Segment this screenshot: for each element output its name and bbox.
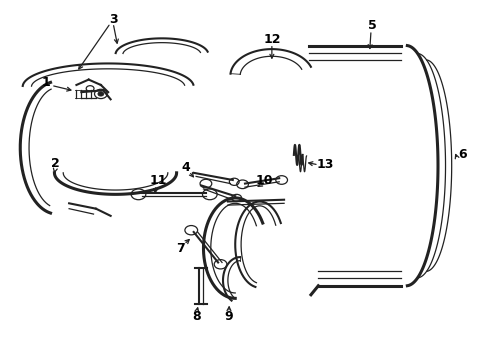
Text: 2: 2 <box>51 157 60 170</box>
Text: 3: 3 <box>109 13 118 26</box>
Text: 7: 7 <box>176 242 185 255</box>
Text: 10: 10 <box>256 174 273 187</box>
Text: 8: 8 <box>192 310 200 324</box>
Circle shape <box>98 92 104 96</box>
Text: 13: 13 <box>317 158 334 171</box>
Text: 5: 5 <box>368 19 376 32</box>
Text: 12: 12 <box>263 32 281 46</box>
Text: 6: 6 <box>458 148 467 161</box>
Text: 1: 1 <box>41 76 50 89</box>
Text: 11: 11 <box>149 174 167 187</box>
Text: 9: 9 <box>224 310 233 324</box>
Text: 4: 4 <box>181 161 190 174</box>
